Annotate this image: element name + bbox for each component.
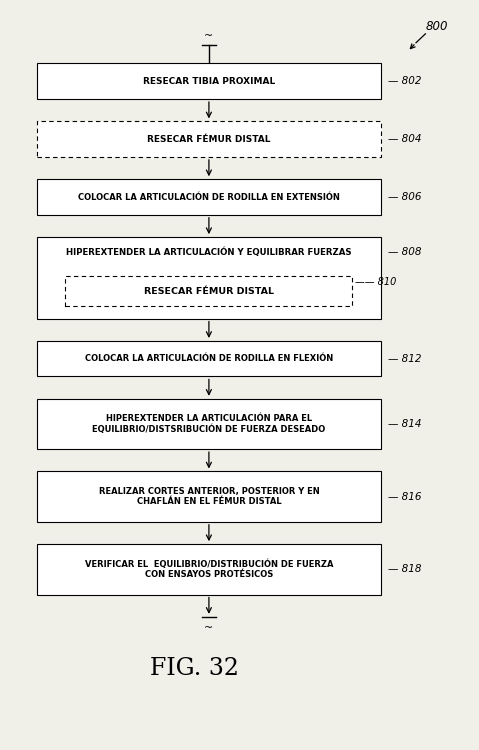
Text: —— 810: —— 810 [355, 278, 396, 287]
Text: — 802: — 802 [388, 76, 421, 86]
Bar [37, 237, 381, 319]
Text: RESECAR FÉMUR DISTAL: RESECAR FÉMUR DISTAL [147, 135, 271, 144]
Text: RESECAR TIBIA PROXIMAL: RESECAR TIBIA PROXIMAL [143, 76, 275, 86]
Text: HIPEREXTENDER LA ARTICULACIÓN Y EQUILIBRAR FUERZAS: HIPEREXTENDER LA ARTICULACIÓN Y EQUILIBR… [66, 248, 352, 256]
Text: — 812: — 812 [388, 354, 421, 364]
Text: — 816: — 816 [388, 492, 421, 502]
Text: — 806: — 806 [388, 192, 421, 202]
Text: VERIFICAR EL  EQUILIBRIO/DISTRIBUCIÓN DE FUERZA
CON ENSAYOS PROTÉSICOS: VERIFICAR EL EQUILIBRIO/DISTRIBUCIÓN DE … [85, 560, 333, 579]
Bar [37, 64, 381, 99]
Text: ~: ~ [204, 623, 214, 633]
Text: ~: ~ [204, 31, 214, 41]
Text: 800: 800 [426, 20, 448, 33]
Text: HIPEREXTENDER LA ARTICULACIÓN PARA EL
EQUILIBRIO/DISTSRIBUCIÓN DE FUERZA DESEADO: HIPEREXTENDER LA ARTICULACIÓN PARA EL EQ… [92, 414, 326, 434]
Bar [65, 276, 353, 306]
Text: REALIZAR CORTES ANTERIOR, POSTERIOR Y EN
CHAFLÁN EN EL FÉMUR DISTAL: REALIZAR CORTES ANTERIOR, POSTERIOR Y EN… [99, 487, 319, 506]
Text: COLOCAR LA ARTICULACIÓN DE RODILLA EN EXTENSIÓN: COLOCAR LA ARTICULACIÓN DE RODILLA EN EX… [78, 193, 340, 202]
Text: COLOCAR LA ARTICULACIÓN DE RODILLA EN FLEXIÓN: COLOCAR LA ARTICULACIÓN DE RODILLA EN FL… [85, 354, 333, 363]
Bar [37, 179, 381, 214]
Text: RESECAR FÉMUR DISTAL: RESECAR FÉMUR DISTAL [144, 286, 274, 296]
Bar [37, 122, 381, 157]
Text: — 808: — 808 [388, 247, 421, 257]
Text: — 814: — 814 [388, 419, 421, 429]
Text: FIG. 32: FIG. 32 [150, 657, 240, 680]
Bar [37, 544, 381, 595]
Text: — 804: — 804 [388, 134, 421, 144]
Bar [37, 341, 381, 376]
Bar [37, 399, 381, 449]
Bar [37, 472, 381, 522]
Text: — 818: — 818 [388, 564, 421, 574]
